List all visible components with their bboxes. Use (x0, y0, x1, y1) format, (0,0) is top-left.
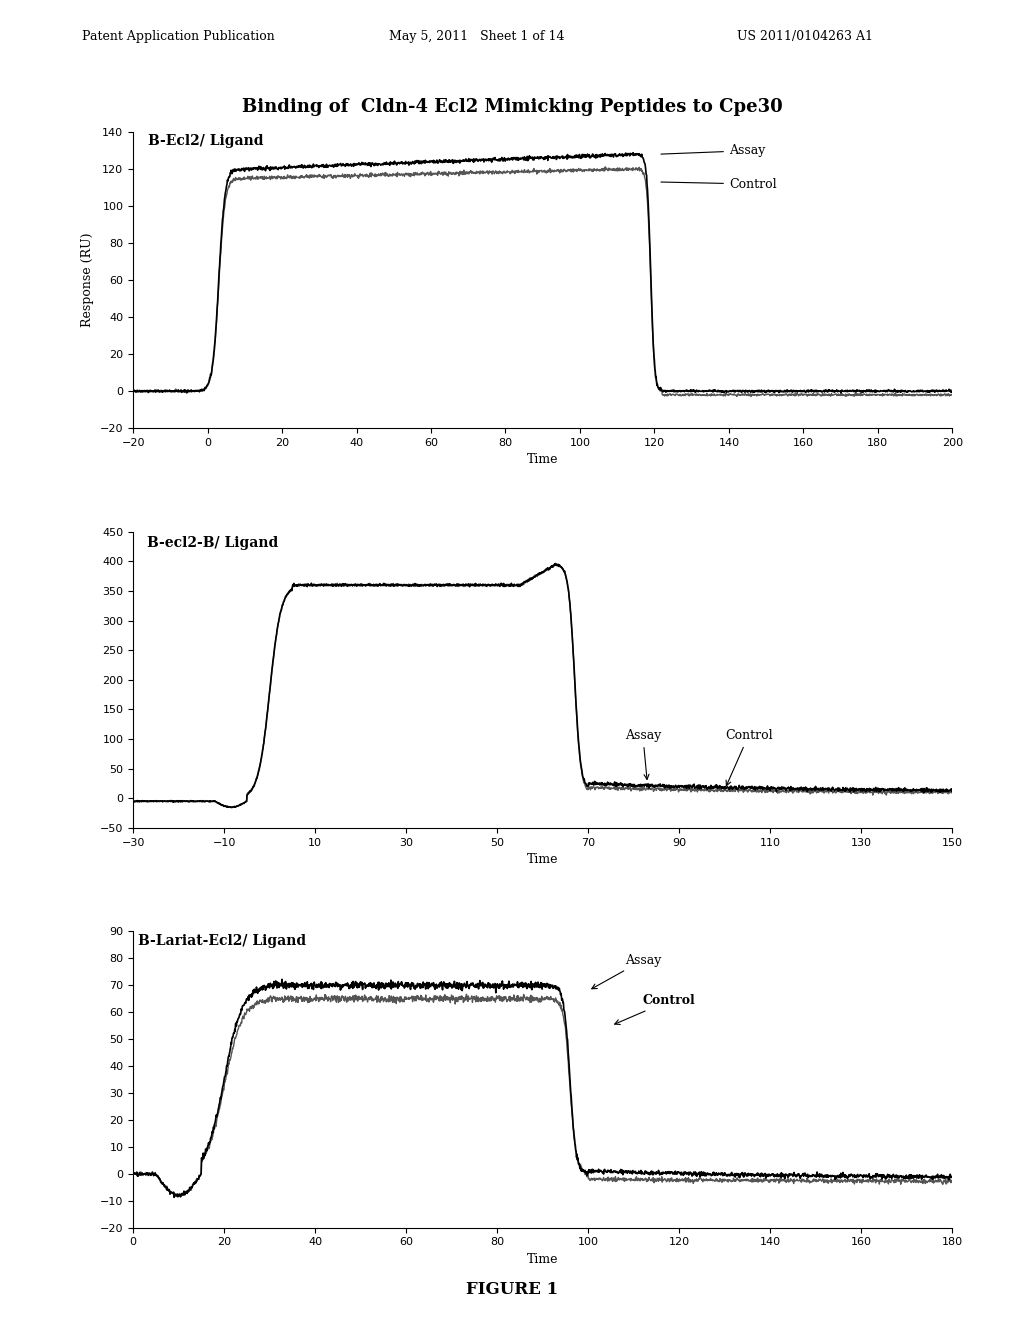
Text: Assay: Assay (592, 954, 662, 989)
Text: B-Ecl2/ Ligand: B-Ecl2/ Ligand (148, 133, 263, 148)
Text: Control: Control (725, 729, 772, 785)
Text: Control: Control (660, 177, 776, 190)
Text: B-ecl2-B/ Ligand: B-ecl2-B/ Ligand (146, 536, 279, 549)
X-axis label: Time: Time (527, 853, 558, 866)
Text: Control: Control (614, 994, 695, 1024)
Text: FIGURE 1: FIGURE 1 (466, 1280, 558, 1298)
X-axis label: Time: Time (527, 1253, 558, 1266)
Text: Patent Application Publication: Patent Application Publication (82, 29, 274, 42)
Text: Assay: Assay (625, 729, 662, 779)
Text: B-Lariat-Ecl2/ Ligand: B-Lariat-Ecl2/ Ligand (137, 935, 306, 948)
Text: Binding of  Cldn-4 Ecl2 Mimicking Peptides to Cpe30: Binding of Cldn-4 Ecl2 Mimicking Peptide… (242, 98, 782, 116)
Y-axis label: Response (RU): Response (RU) (81, 232, 94, 327)
Text: US 2011/0104263 A1: US 2011/0104263 A1 (737, 29, 873, 42)
Text: May 5, 2011   Sheet 1 of 14: May 5, 2011 Sheet 1 of 14 (389, 29, 564, 42)
Text: Assay: Assay (660, 144, 765, 157)
X-axis label: Time: Time (527, 453, 558, 466)
